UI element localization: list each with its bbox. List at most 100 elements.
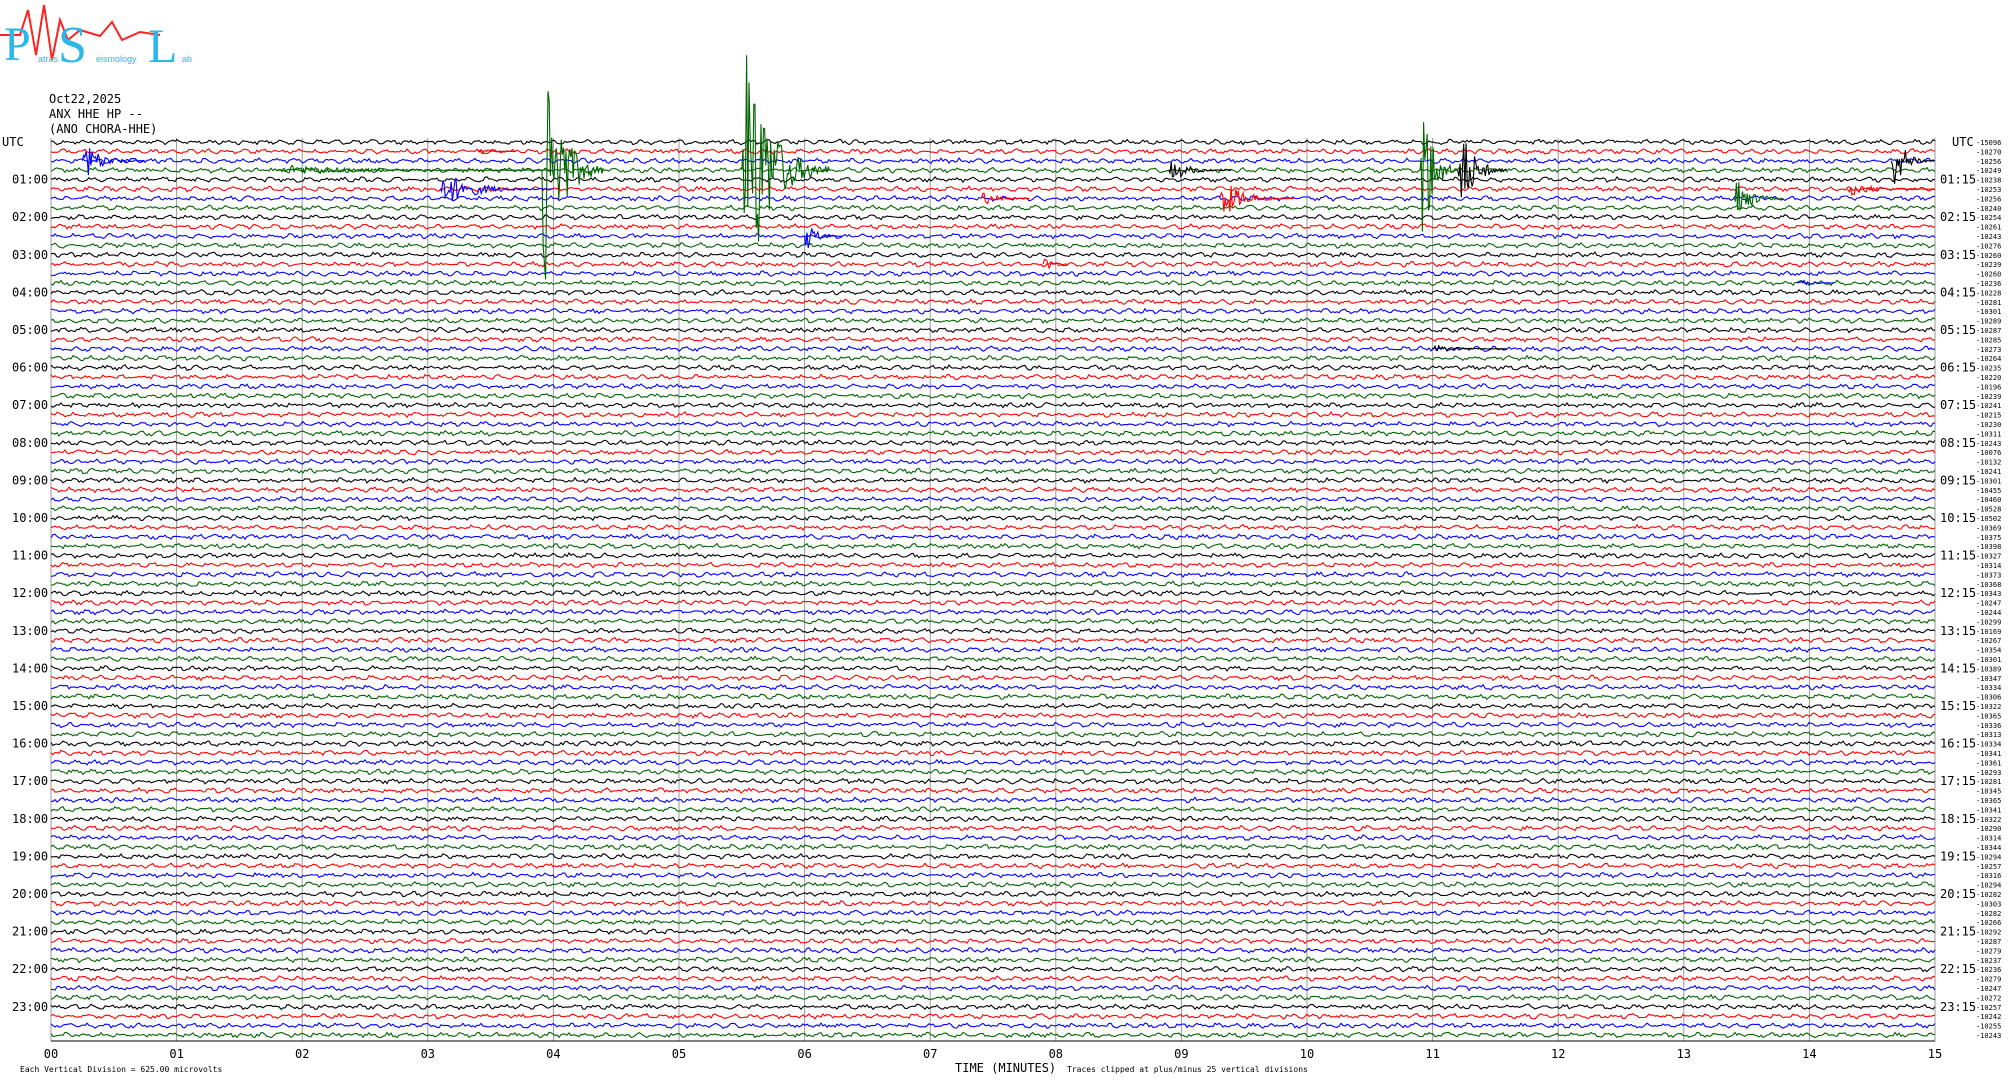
trace-offset: -10344 [1976,844,2001,852]
seismic-trace [50,946,1936,954]
trace-offset: -10334 [1976,741,2001,749]
seismic-trace [50,871,1936,879]
seismic-trace [50,458,1936,466]
right-hour-label: 12:15 [1940,586,1976,600]
x-tick-label: 02 [295,1047,309,1061]
seismic-traces [50,55,1936,1039]
trace-offset: -10257 [1976,1004,2001,1012]
trace-offset: -10292 [1976,929,2001,937]
trace-offset: -10132 [1976,459,2001,467]
trace-offset: -10256 [1976,158,2001,166]
trace-offset: -10279 [1976,947,2001,955]
trace-offset: -10301 [1976,308,2001,316]
left-hour-label: 14:00 [12,661,48,675]
seismic-trace [50,383,1936,390]
seismic-trace [50,993,1936,1001]
right-hour-label: 13:15 [1940,624,1976,638]
right-hour-label: 02:15 [1940,210,1976,224]
trace-offset: -10460 [1976,496,2001,504]
trace-offset: -10301 [1976,656,2001,664]
x-tick-label: 05 [672,1047,686,1061]
x-axis: 00 01 02 03 04 05 06 07 08 09 10 11 12 13 14 15 [44,1040,1942,1061]
seismic-trace [50,815,1936,823]
seismic-trace [50,881,1936,889]
left-hour-label: 12:00 [12,586,48,600]
seismic-trace [50,448,1936,456]
seismic-trace [50,730,1936,738]
left-hour-label: 22:00 [12,962,48,976]
seismic-event [1890,150,1935,184]
x-tick-label: 11 [1425,1047,1439,1061]
right-hour-label: 03:15 [1940,248,1976,262]
trace-offset: -10256 [1976,195,2001,203]
seismic-trace [50,270,1936,277]
trace-offset: -10341 [1976,750,2001,758]
trace-offset: -10253 [1976,186,2001,194]
seismic-event [1796,279,1834,286]
trace-offset: -10235 [1976,365,2001,373]
trace-offset: -10244 [1976,609,2001,617]
seismic-trace [50,505,1936,513]
seismic-trace [50,345,1936,353]
seismic-event [804,228,842,249]
trace-offset: -10455 [1976,487,2001,495]
trace-offset: -10279 [1976,976,2001,984]
trace-offset: -10282 [1976,910,2001,918]
seismic-trace [50,533,1936,541]
logo-word-eismology: eismology [96,54,137,64]
trace-offset: -10228 [1976,289,2001,297]
trace-offset: -10169 [1976,628,2001,636]
trace-offset: -10345 [1976,788,2001,796]
seismic-trace [50,147,1936,155]
trace-offset: -10293 [1976,769,2001,777]
trace-offset: -10313 [1976,731,2001,739]
right-utc-labels: 01:15 02:15 03:15 04:15 05:15 06:15 07:15 08:15… [1940,173,1976,1014]
seismic-event [1846,184,1935,197]
trace-offset: -10327 [1976,553,2001,561]
seismic-event [1432,344,1508,353]
seismic-trace [50,937,1936,945]
trace-offset: -10220 [1976,374,2001,382]
psl-logo: P S L atras eismology ab [0,4,192,72]
right-hour-label: 14:15 [1940,661,1976,675]
trace-offset: -10243 [1976,233,2001,241]
trace-offset: -10247 [1976,985,2001,993]
left-hour-label: 09:00 [12,473,48,487]
trace-offset: -10502 [1976,515,2001,523]
station-location: (ANO CHORA-HHE) [49,122,158,136]
trace-offset: -10272 [1976,994,2001,1002]
seismic-trace [50,683,1936,691]
trace-offset: -10306 [1976,694,2001,702]
seismic-trace [50,561,1936,569]
trace-offset: -10267 [1976,637,2001,645]
seismic-trace [50,307,1936,315]
left-hour-label: 02:00 [12,210,48,224]
trace-offset: -10311 [1976,430,2001,438]
trace-offset: -10260 [1976,252,2001,260]
seismic-trace [50,439,1936,447]
left-hour-label: 16:00 [12,737,48,751]
left-hour-label: 23:00 [12,1000,48,1014]
trace-offset: -10239 [1976,261,2001,269]
trace-offset: -10336 [1976,722,2001,730]
seismic-trace [50,975,1936,983]
x-tick-label: 06 [797,1047,811,1061]
left-hour-label: 10:00 [12,511,48,525]
x-tick-label: 10 [1300,1047,1314,1061]
seismic-trace [50,1012,1936,1020]
seismic-trace [50,918,1936,926]
seismic-trace [50,1031,1936,1039]
trace-offset: -10322 [1976,703,2001,711]
trace-offset: -10254 [1976,214,2001,222]
trace-offset: -10398 [1976,543,2001,551]
right-hour-label: 05:15 [1940,323,1976,337]
seismic-trace [50,909,1936,917]
trace-offset: -10287 [1976,327,2001,335]
trace-offset: -10347 [1976,675,2001,683]
trace-offset: -10528 [1976,506,2001,514]
seismic-trace [50,824,1936,832]
trace-offset: -10237 [1976,957,2001,965]
trace-offset: -10285 [1976,336,2001,344]
logo-letter-p: P [4,18,31,71]
seismic-trace [50,570,1936,578]
